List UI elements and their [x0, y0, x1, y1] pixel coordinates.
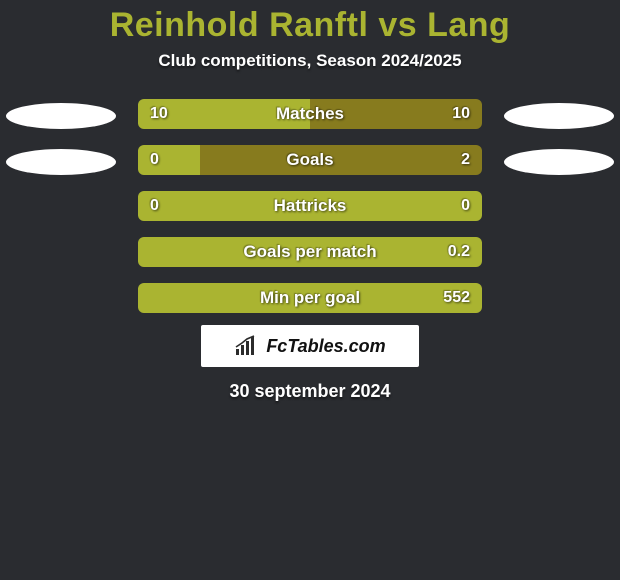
player-badge-right [504, 149, 614, 175]
stat-row: 10 Matches 10 [0, 95, 620, 129]
value-right: 0.2 [448, 243, 470, 261]
bar-track: Goals per match 0.2 [138, 237, 482, 267]
value-right: 10 [452, 105, 470, 123]
stat-label: Goals [138, 150, 482, 170]
player-badge-left [6, 103, 116, 129]
comparison-chart: 10 Matches 10 0 Goals 2 0 H [0, 95, 620, 313]
comparison-card: Reinhold Ranftl vs Lang Club competition… [0, 0, 620, 402]
player-badge-right [504, 103, 614, 129]
brand-box: FcTables.com [201, 325, 419, 367]
bar-track: 0 Hattricks 0 [138, 191, 482, 221]
stat-row: 0 Hattricks 0 [0, 187, 620, 221]
stat-row: Goals per match 0.2 [0, 233, 620, 267]
brand-text: FcTables.com [266, 336, 385, 357]
player-badge-left [6, 149, 116, 175]
value-right: 2 [461, 151, 470, 169]
stat-row: Min per goal 552 [0, 279, 620, 313]
value-right: 0 [461, 197, 470, 215]
stat-row: 0 Goals 2 [0, 141, 620, 175]
bar-track: Min per goal 552 [138, 283, 482, 313]
page-title: Reinhold Ranftl vs Lang [0, 6, 620, 45]
subtitle: Club competitions, Season 2024/2025 [0, 51, 620, 71]
chart-icon [234, 335, 260, 357]
bar-track: 10 Matches 10 [138, 99, 482, 129]
date-text: 30 september 2024 [0, 381, 620, 402]
value-right: 552 [443, 289, 470, 307]
stat-label: Hattricks [138, 196, 482, 216]
bar-track: 0 Goals 2 [138, 145, 482, 175]
stat-label: Min per goal [138, 288, 482, 308]
stat-label: Matches [138, 104, 482, 124]
stat-label: Goals per match [138, 242, 482, 262]
